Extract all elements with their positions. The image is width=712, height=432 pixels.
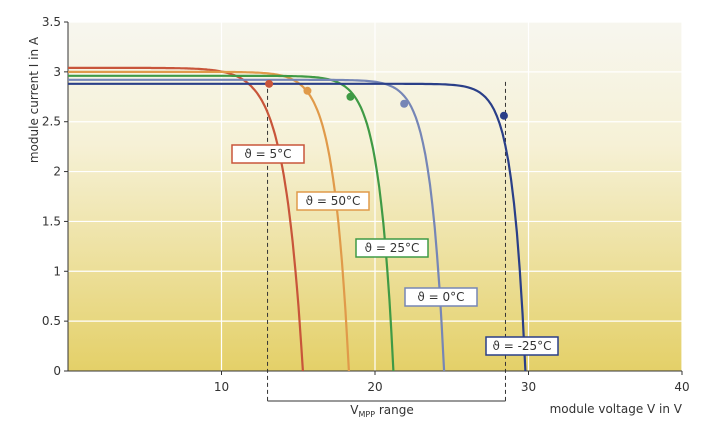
temp-label: ϑ = 25°C <box>355 238 429 258</box>
y-tick-label: 1 <box>53 264 61 278</box>
temp-label-text: ϑ = 5°C <box>244 147 291 161</box>
y-tick-label: 0.5 <box>42 314 61 328</box>
mpp-point <box>303 86 312 95</box>
temp-label: ϑ = 0°C <box>404 287 478 307</box>
x-tick-label: 40 <box>674 380 689 394</box>
y-axis-label: module current I in A <box>27 36 41 163</box>
mpp-point <box>346 92 355 101</box>
y-tick-label: 3 <box>53 65 61 79</box>
temp-label-text: ϑ = 50°C <box>306 194 361 208</box>
temp-label: ϑ = 5°C <box>231 144 305 164</box>
mpp-points <box>265 79 508 120</box>
mpp-point <box>499 111 508 120</box>
x-axis-label: module voltage V in V <box>550 402 683 416</box>
vmpp-range-label: VMPP range <box>350 403 414 419</box>
x-tick-label: 10 <box>214 380 229 394</box>
y-tick-label: 2 <box>53 165 61 179</box>
x-tick-label: 30 <box>521 380 536 394</box>
iv-curve <box>68 70 350 372</box>
x-tick-labels: 10 20 30 40 <box>214 371 690 394</box>
y-tick-label: 1.5 <box>42 214 61 228</box>
temp-label-text: ϑ = 0°C <box>417 290 464 304</box>
temp-label-box <box>355 238 429 258</box>
temp-label-box <box>231 144 305 164</box>
temp-label-box <box>404 287 478 307</box>
iv-curve <box>68 66 304 372</box>
temp-label-box <box>485 336 559 356</box>
temperature-labels: ϑ = 5°C ϑ = 50°C ϑ = 25°C ϑ = 0°C ϑ = -25°C <box>231 144 559 356</box>
temp-label: ϑ = 50°C <box>296 191 370 211</box>
y-tick-labels: 0 0.5 1 1.5 2 2.5 3 3.5 <box>42 15 68 378</box>
iv-curve <box>68 82 527 372</box>
temp-label-box <box>296 191 370 211</box>
y-tick-label: 0 <box>53 364 61 378</box>
vmpp-range-marker <box>267 81 506 402</box>
temp-label-text: ϑ = -25°C <box>492 339 551 353</box>
x-tick-label: 20 <box>367 380 382 394</box>
mpp-point <box>265 79 274 88</box>
y-tick-label: 2.5 <box>42 115 61 129</box>
iv-curves <box>68 66 527 372</box>
temp-label: ϑ = -25°C <box>485 336 559 356</box>
mpp-point <box>400 99 409 108</box>
y-tick-label: 3.5 <box>42 15 61 29</box>
temp-label-text: ϑ = 25°C <box>365 241 420 255</box>
